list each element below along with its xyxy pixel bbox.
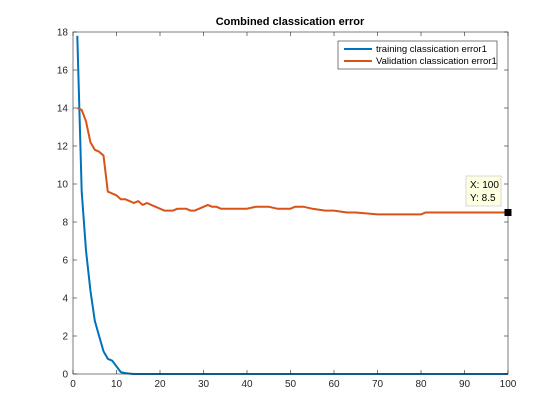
datatip: X: 100 Y: 8.5 <box>465 175 512 216</box>
x-tick-label: 40 <box>241 379 253 390</box>
chart-title: Combined classication error <box>216 16 365 28</box>
y-tick-label: 6 <box>62 256 68 267</box>
x-tick-label: 90 <box>459 379 471 390</box>
legend-box <box>337 40 498 70</box>
series-line-validation <box>76 107 508 216</box>
legend-label-training: training classication error1 <box>376 44 487 55</box>
datatip-marker[interactable] <box>504 209 512 216</box>
y-tick-label: 16 <box>57 66 69 77</box>
y-tick-label: 4 <box>62 294 68 305</box>
x-tick-label: 50 <box>285 379 297 390</box>
x-tick-label: 100 <box>500 379 517 390</box>
y-tick-label: 0 <box>62 370 68 381</box>
datatip-box <box>465 175 502 207</box>
y-tick-label: 12 <box>57 142 69 153</box>
legend: training classication error1 Validation … <box>337 40 498 70</box>
axes: 0 10 20 30 40 50 60 70 80 90 100 0 2 4 6 8 10 12 14 16 18 <box>57 28 517 391</box>
legend-label-validation: Validation classication error1 <box>376 56 497 67</box>
x-tick-label: 80 <box>415 379 427 390</box>
datatip-y-label: Y: 8.5 <box>470 193 496 204</box>
x-tick-label: 0 <box>70 379 76 390</box>
y-tick-label: 8 <box>62 218 68 229</box>
y-tick-label: 2 <box>62 332 68 343</box>
y-tick-label: 14 <box>57 104 69 115</box>
x-tick-label: 30 <box>198 379 210 390</box>
x-tick-label: 70 <box>372 379 384 390</box>
x-tick-label: 10 <box>111 379 123 390</box>
x-tick-label: 60 <box>328 379 340 390</box>
datatip-x-label: X: 100 <box>470 180 499 191</box>
y-tick-label: 10 <box>57 180 69 191</box>
x-tick-label: 20 <box>154 379 166 390</box>
y-tick-label: 18 <box>57 28 69 39</box>
